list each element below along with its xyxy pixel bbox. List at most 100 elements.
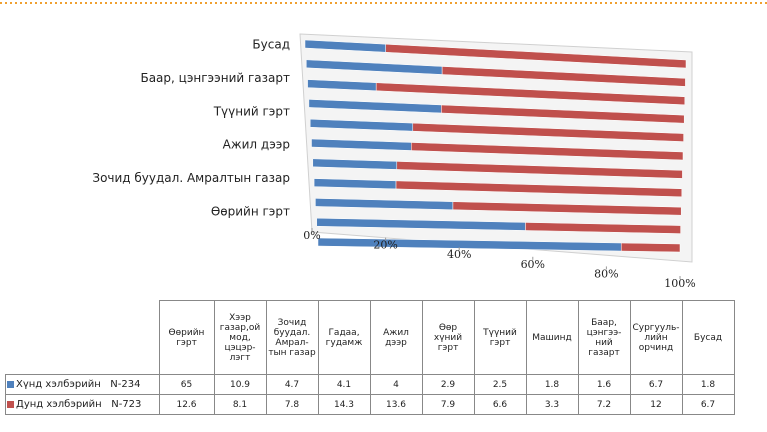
value-cell-text: 6.7 <box>648 379 664 390</box>
bar-segment <box>411 142 684 161</box>
blank-cell <box>6 301 160 375</box>
x-tick-label: 100% <box>664 277 695 290</box>
value-cell: 10.9 <box>213 374 267 395</box>
legend-label: Хүнд хэлбэрийн N-234 <box>16 379 141 390</box>
value-cell-text: 13.6 <box>385 399 407 410</box>
value-cell: 12 <box>629 394 683 415</box>
column-header: Түүний гэрт <box>473 300 527 375</box>
bar-segment <box>441 104 685 124</box>
value-cell-text: 10.9 <box>229 379 251 390</box>
column-header: Хээр газар,ой мод, цэцэр-лэгт <box>213 300 267 375</box>
bar-segment <box>412 122 684 142</box>
column-header-text: Зочид буудал. Амрал-тын газар <box>268 317 316 358</box>
legend-label: Дунд хэлбэрийн N-723 <box>16 399 142 410</box>
column-header-text: Өөрийн гэрт <box>168 327 205 348</box>
value-cell: 12.6 <box>158 394 215 415</box>
x-tick-label: 40% <box>447 248 471 261</box>
bar-segment <box>441 66 686 87</box>
bar-segment <box>620 242 681 253</box>
column-header: Зочид буудал. Амрал-тын газар <box>265 300 319 375</box>
value-cell-text: 7.8 <box>284 399 300 410</box>
value-cell-text: 1.6 <box>596 379 612 390</box>
column-header: Гадаа, гудамж <box>317 300 371 375</box>
bar-segment <box>396 161 683 179</box>
value-cell: 13.6 <box>369 394 423 415</box>
column-header-text: Өөр хүний гэрт <box>433 322 463 353</box>
value-cell-text: 14.3 <box>333 399 355 410</box>
column-header-text: Түүний гэрт <box>483 327 517 348</box>
value-cell-text: 1.8 <box>544 379 560 390</box>
value-cell-text: 4.7 <box>284 379 300 390</box>
value-cell-text: 6.6 <box>492 399 508 410</box>
x-tick-label: 0% <box>303 229 320 242</box>
value-cell: 6.6 <box>473 394 527 415</box>
legend-swatch <box>7 380 14 388</box>
bar-segment <box>452 201 682 216</box>
value-cell-text: 7.2 <box>596 399 612 410</box>
value-cell-text: 1.8 <box>700 379 716 390</box>
value-cell: 65 <box>158 374 215 395</box>
column-header-text: Сургууль-лийн орчинд <box>632 322 680 353</box>
y-tick-label: Зочид буудал. Амралтын газар <box>92 171 290 185</box>
value-cell: 7.8 <box>265 394 319 415</box>
value-cell: 6.7 <box>681 394 735 415</box>
value-cell-text: 65 <box>180 379 193 390</box>
value-cell: 4.1 <box>317 374 371 395</box>
column-header-text: Баар, цэнгээ-ний газарт <box>586 317 622 358</box>
data-row: Дунд хэлбэрийн N-723 12.6 8.1 7.8 14.3 13.6 7.… <box>5 394 735 415</box>
value-cell-text: 12.6 <box>176 399 197 410</box>
y-tick-label: Түүний гэрт <box>213 104 290 118</box>
y-tick-label: Баар, цэнгээний газарт <box>140 71 290 85</box>
value-cell: 4 <box>369 374 423 395</box>
value-cell-text: 4 <box>393 379 399 390</box>
value-cell-text: 3.3 <box>544 399 560 410</box>
bar-segment <box>385 43 687 69</box>
bar-segment <box>525 222 681 234</box>
data-row: Хүнд хэлбэрийн N-234 65 10.9 4.7 4.1 4 2.9 2.5 1… <box>5 374 735 395</box>
bar-segment <box>395 180 683 198</box>
bars <box>304 39 687 253</box>
value-cell: 1.8 <box>525 374 579 395</box>
header-row: Өөрийн гэрт Хээр газар,ой мод, цэцэр-лэгт… <box>6 300 735 375</box>
legend-swatch <box>7 400 14 408</box>
y-tick-label: Өөрийн гэрт <box>211 205 290 219</box>
value-cell: 2.9 <box>421 374 475 395</box>
column-header: Өөр хүний гэрт <box>421 300 475 375</box>
value-cell: 7.2 <box>577 394 631 415</box>
column-header-text: Гадаа, гудамж <box>325 327 363 348</box>
column-header-text: Бусад <box>693 332 723 343</box>
x-tick-label: 60% <box>521 258 545 271</box>
y-tick-label: Бусад <box>252 38 290 52</box>
value-cell-text: 2.9 <box>440 379 456 390</box>
value-cell-text: 4.1 <box>336 379 352 390</box>
value-cell: 14.3 <box>317 394 371 415</box>
column-header: Сургууль-лийн орчинд <box>629 300 683 375</box>
legend-cell: Хүнд хэлбэрийн N-234 <box>5 374 160 395</box>
value-cell-text: 2.5 <box>492 379 508 390</box>
value-cell-text: 8.1 <box>232 399 248 410</box>
value-cell-text: 7.9 <box>440 399 456 410</box>
column-header: Машинд <box>525 300 579 375</box>
x-tick-label: 80% <box>594 267 618 280</box>
value-cell: 1.8 <box>681 374 735 395</box>
value-cell-text: 6.7 <box>700 399 716 410</box>
value-cell: 3.3 <box>525 394 579 415</box>
y-tick-label: Ажил дээр <box>223 138 290 152</box>
value-cell: 7.9 <box>421 394 475 415</box>
legend-cell: Дунд хэлбэрийн N-723 <box>5 394 160 415</box>
value-cell: 2.5 <box>473 374 527 395</box>
value-cell: 8.1 <box>213 394 267 415</box>
value-cell: 1.6 <box>577 374 631 395</box>
column-header-text: Ажил дээр <box>383 327 409 348</box>
column-header: Өөрийн гэрт <box>158 300 215 375</box>
column-header: Бусад <box>681 300 735 375</box>
column-header: Баар, цэнгээ-ний газарт <box>577 300 631 375</box>
bar-segment <box>375 82 686 106</box>
value-cell-text: 12 <box>650 399 662 410</box>
column-header-text: Хээр газар,ой мод, цэцэр-лэгт <box>219 312 261 363</box>
column-header-text: Машинд <box>532 332 572 343</box>
chart: Өөрийн гэрт Зочид буудал. Амралтын газар А… <box>0 2 767 290</box>
column-header: Ажил дээр <box>369 300 423 375</box>
value-cell: 4.7 <box>265 374 319 395</box>
